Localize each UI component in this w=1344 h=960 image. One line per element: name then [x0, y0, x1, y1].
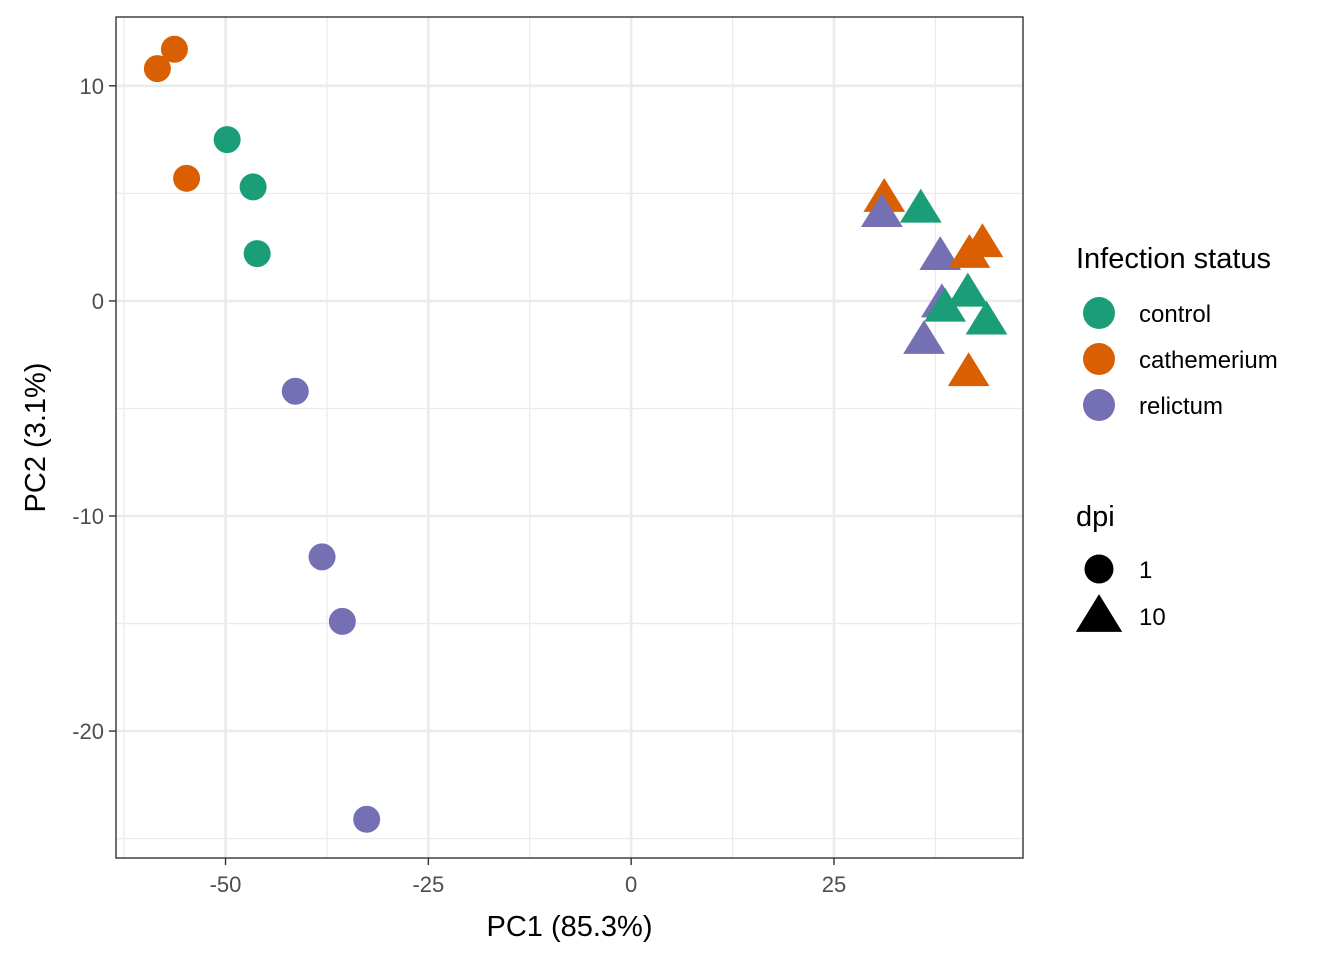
y-tick-label: 10: [80, 74, 104, 99]
point-cathemerium-dpi10: [863, 178, 906, 212]
y-axis-ticks: 10 0 -10 -20: [72, 74, 116, 744]
minor-gridlines: [116, 17, 1023, 858]
legend-title-infection-status: Infection status: [1076, 243, 1271, 275]
point-relictum-dpi10: [860, 193, 903, 227]
point-relictum-dpi1: [281, 377, 309, 405]
point-relictum-dpi10: [903, 319, 945, 354]
x-tick-label: -50: [210, 872, 242, 897]
x-axis-ticks: -50 -25 0 25: [210, 858, 846, 897]
legend: Infection status control cathemerium relic…: [1075, 243, 1278, 632]
x-tick-label: 25: [822, 872, 846, 897]
point-cathemerium-dpi1: [143, 55, 171, 83]
point-control-dpi10: [965, 300, 1008, 335]
point-cathemerium-dpi1: [160, 35, 188, 63]
y-tick-label: -20: [72, 719, 104, 744]
x-tick-label: 0: [625, 872, 637, 897]
x-axis-title: PC1 (85.3%): [486, 911, 652, 943]
point-control-dpi1: [213, 126, 241, 154]
panel-border: [115, 16, 1024, 859]
legend-label-cathemerium: cathemerium: [1139, 347, 1278, 374]
legend-label-dpi-10: 10: [1139, 604, 1166, 631]
legend-key-control: [1083, 297, 1115, 329]
legend-key-triangle: [1075, 594, 1123, 632]
point-cathemerium-dpi10: [961, 223, 1004, 258]
legend-label-dpi-1: 1: [1139, 557, 1152, 584]
point-relictum-dpi10: [919, 236, 962, 271]
point-relictum-dpi1: [308, 543, 336, 571]
legend-label-relictum: relictum: [1139, 393, 1223, 420]
point-control-dpi10: [946, 272, 989, 307]
point-control-dpi1: [239, 173, 267, 201]
y-tick-label: 0: [92, 289, 104, 314]
point-cathemerium-dpi10: [947, 352, 990, 387]
legend-dpi-entries: 1 10: [1075, 554, 1166, 632]
legend-label-control: control: [1139, 301, 1211, 328]
legend-infection-status-entries: control cathemerium relictum: [1083, 297, 1278, 421]
point-cathemerium-dpi1: [173, 164, 201, 192]
legend-key-relictum: [1083, 389, 1115, 421]
y-tick-label: -10: [72, 504, 104, 529]
point-control-dpi10: [924, 287, 966, 322]
y-axis-title: PC2 (3.1%): [20, 363, 52, 513]
x-tick-label: -25: [412, 872, 444, 897]
point-relictum-dpi1: [353, 805, 381, 833]
point-control-dpi1: [243, 240, 271, 268]
legend-key-cathemerium: [1083, 343, 1115, 375]
data-points: [143, 35, 1008, 833]
major-gridlines: [116, 17, 1023, 858]
point-control-dpi10: [899, 188, 942, 223]
legend-title-dpi: dpi: [1076, 501, 1115, 533]
point-relictum-dpi1: [328, 607, 356, 635]
legend-key-circle: [1084, 554, 1114, 584]
